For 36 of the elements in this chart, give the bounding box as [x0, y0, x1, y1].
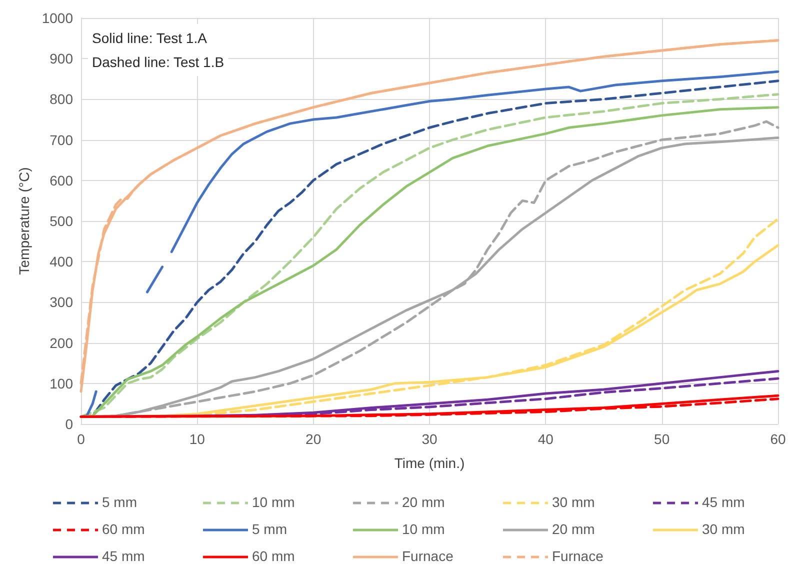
legend-label: 45 mm — [702, 494, 745, 510]
legend-label: 10 mm — [252, 494, 295, 510]
y-tick-label: 800 — [50, 91, 74, 108]
legend-label: 20 mm — [402, 494, 445, 510]
legend-label: 10 mm — [402, 521, 445, 537]
x-tick-label: 0 — [77, 431, 86, 447]
y-tick-label: 900 — [50, 50, 74, 67]
legend-label: 30 mm — [552, 494, 595, 510]
y-tick-label: 600 — [50, 172, 74, 188]
legend-label: Furnace — [402, 548, 454, 564]
y-axis-title: Temperature (°C) — [16, 167, 32, 275]
x-tick-label: 10 — [189, 431, 206, 447]
y-tick-label: 400 — [50, 254, 74, 270]
x-tick-label: 20 — [306, 431, 322, 447]
legend-label: 20 mm — [552, 521, 595, 537]
legend-label: Furnace — [552, 548, 604, 564]
legend-label: 60 mm — [102, 521, 145, 537]
y-tick-label: 0 — [65, 416, 74, 432]
annotation: Solid line: Test 1.A — [92, 30, 208, 46]
x-tick-label: 30 — [422, 431, 438, 447]
y-tick-label: 1000 — [42, 10, 74, 26]
x-axis-title: Time (min.) — [394, 455, 465, 471]
legend-label: 5 mm — [252, 521, 287, 537]
y-tick-label: 300 — [50, 294, 74, 310]
legend-label: 30 mm — [702, 521, 745, 537]
x-tick-label: 50 — [654, 431, 670, 447]
y-tick-label: 200 — [50, 334, 74, 351]
legend-label: 5 mm — [102, 494, 137, 510]
legend-label: 45 mm — [102, 548, 145, 564]
x-tick-label: 40 — [538, 431, 554, 447]
annotation: Dashed line: Test 1.B — [92, 54, 224, 70]
y-tick-label: 700 — [50, 132, 74, 148]
x-tick-label: 60 — [770, 431, 786, 447]
legend-label: 60 mm — [252, 548, 295, 564]
y-tick-label: 100 — [50, 375, 74, 392]
y-tick-label: 500 — [50, 213, 74, 229]
